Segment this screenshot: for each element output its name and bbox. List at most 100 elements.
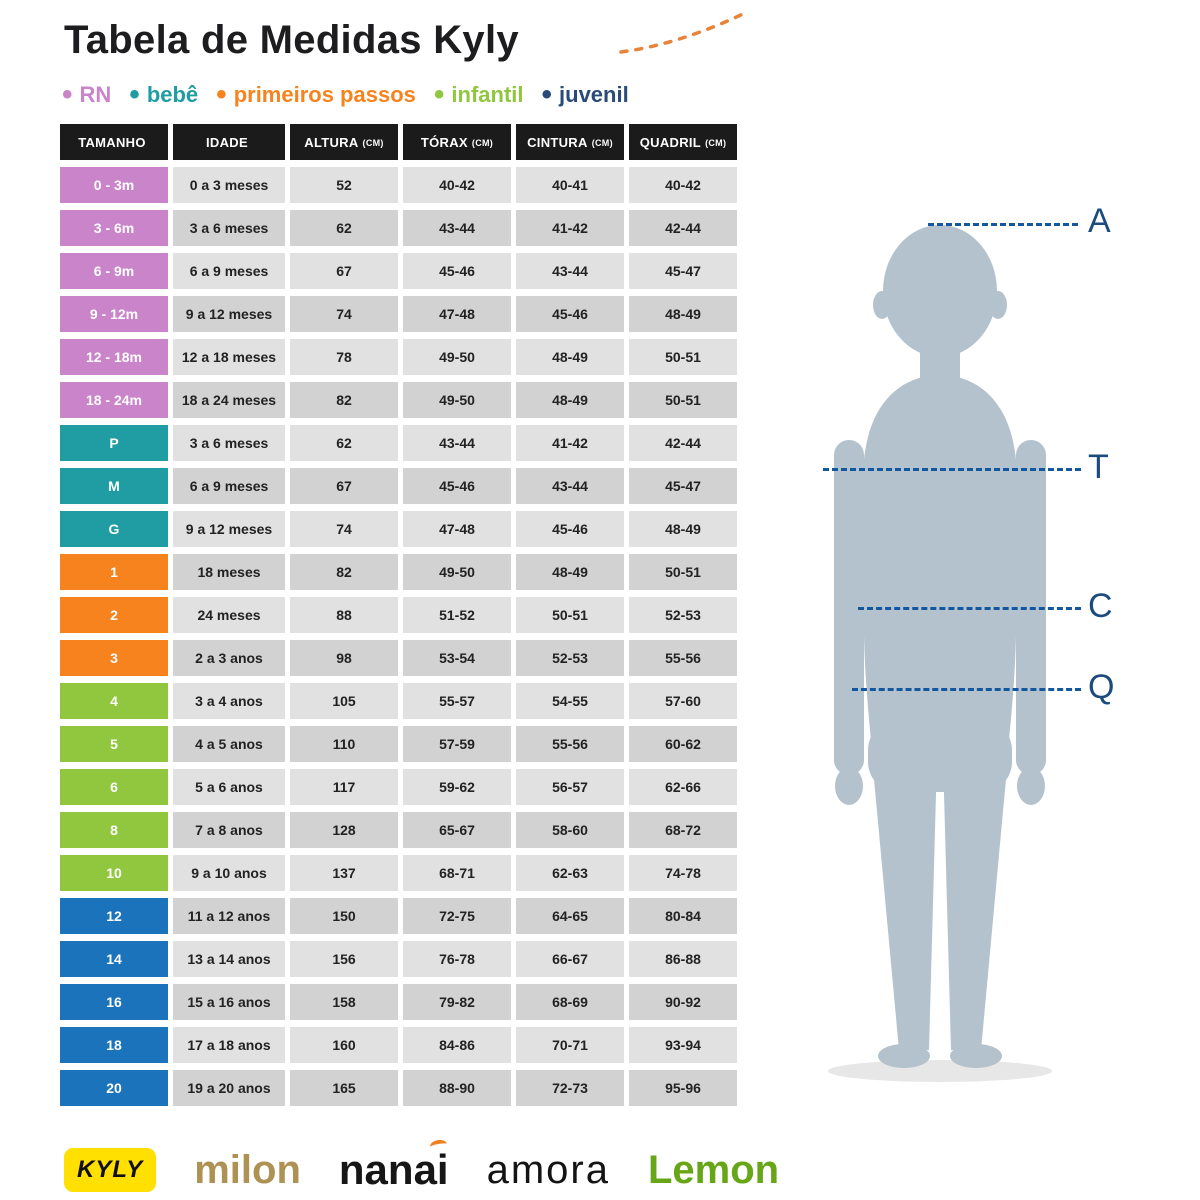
age-cell: 0 a 3 meses — [173, 167, 285, 203]
column-header-idade: IDADE — [173, 124, 285, 160]
chest-cell: 84-86 — [403, 1027, 511, 1063]
waist-cell: 41-42 — [516, 210, 624, 246]
size-cell: 6 — [60, 769, 168, 805]
height-cell: 160 — [290, 1027, 398, 1063]
legend-label: juvenil — [559, 82, 629, 107]
hip-cell: 45-47 — [629, 253, 737, 289]
column-header-tamanho: TAMANHO — [60, 124, 168, 160]
chest-cell: 88-90 — [403, 1070, 511, 1106]
bullet-icon: • — [541, 78, 553, 111]
chest-cell: 68-71 — [403, 855, 511, 891]
hip-cell: 95-96 — [629, 1070, 737, 1106]
size-cell: 1 — [60, 554, 168, 590]
chest-cell: 45-46 — [403, 468, 511, 504]
milon-logo: milon — [194, 1147, 301, 1192]
waist-cell: 41-42 — [516, 425, 624, 461]
waist-cell: 40-41 — [516, 167, 624, 203]
size-cell: 2 — [60, 597, 168, 633]
hip-cell: 74-78 — [629, 855, 737, 891]
waist-cell: 72-73 — [516, 1070, 624, 1106]
legend-item-juvenil: • juvenil — [541, 78, 629, 111]
chest-cell: 47-48 — [403, 511, 511, 547]
kyly-logo: KYLY — [64, 1148, 157, 1192]
size-cell: 6 - 9m — [60, 253, 168, 289]
height-cell: 62 — [290, 210, 398, 246]
height-cell: 156 — [290, 941, 398, 977]
age-cell: 13 a 14 anos — [173, 941, 285, 977]
hip-cell: 80-84 — [629, 898, 737, 934]
chest-cell: 40-42 — [403, 167, 511, 203]
bullet-icon: • — [129, 78, 140, 111]
age-cell: 9 a 12 meses — [173, 511, 285, 547]
brand-logos: KYLY milon nanai amora Lemon — [64, 1138, 780, 1194]
bullet-icon: • — [216, 78, 227, 111]
size-cell: 18 - 24m — [60, 382, 168, 418]
age-cell: 18 meses — [173, 554, 285, 590]
waist-cell: 48-49 — [516, 382, 624, 418]
chest-cell: 43-44 — [403, 425, 511, 461]
chest-cell: 76-78 — [403, 941, 511, 977]
legend-item-primeiros-passos: • primeiros passos — [216, 78, 416, 111]
height-cell: 137 — [290, 855, 398, 891]
hip-cell: 50-51 — [629, 339, 737, 375]
age-cell: 15 a 16 anos — [173, 984, 285, 1020]
page-title: Tabela de Medidas Kyly — [64, 18, 519, 62]
waist-cell: 54-55 — [516, 683, 624, 719]
waist-cell: 52-53 — [516, 640, 624, 676]
waist-cell: 62-63 — [516, 855, 624, 891]
height-cell: 105 — [290, 683, 398, 719]
hip-cell: 90-92 — [629, 984, 737, 1020]
waist-cell: 66-67 — [516, 941, 624, 977]
waist-cell: 70-71 — [516, 1027, 624, 1063]
age-cell: 4 a 5 anos — [173, 726, 285, 762]
age-cell: 9 a 12 meses — [173, 296, 285, 332]
measurement-label-c: C — [1088, 587, 1113, 625]
height-cell: 67 — [290, 468, 398, 504]
height-cell: 74 — [290, 296, 398, 332]
height-cell: 98 — [290, 640, 398, 676]
bullet-icon: • — [62, 78, 73, 111]
size-cell: G — [60, 511, 168, 547]
waist-cell: 56-57 — [516, 769, 624, 805]
measurement-line-q — [852, 688, 1081, 691]
measurement-line-c — [858, 607, 1081, 610]
child-silhouette — [828, 225, 1052, 1082]
waist-cell: 48-49 — [516, 554, 624, 590]
age-cell: 6 a 9 meses — [173, 468, 285, 504]
waist-cell: 48-49 — [516, 339, 624, 375]
chest-cell: 59-62 — [403, 769, 511, 805]
age-cell: 18 a 24 meses — [173, 382, 285, 418]
hip-cell: 48-49 — [629, 511, 737, 547]
hip-cell: 50-51 — [629, 554, 737, 590]
waist-cell: 58-60 — [516, 812, 624, 848]
legend-item-rn: • RN — [62, 78, 111, 111]
chest-cell: 51-52 — [403, 597, 511, 633]
hip-cell: 62-66 — [629, 769, 737, 805]
size-cell: 5 — [60, 726, 168, 762]
chest-cell: 79-82 — [403, 984, 511, 1020]
hip-cell: 55-56 — [629, 640, 737, 676]
column-header-label: CINTURA — [527, 134, 588, 150]
age-cell: 9 a 10 anos — [173, 855, 285, 891]
size-cell: 20 — [60, 1070, 168, 1106]
size-cell: 18 — [60, 1027, 168, 1063]
legend-label: bebê — [146, 82, 199, 107]
measurement-line-t — [823, 468, 1081, 471]
size-cell: 4 — [60, 683, 168, 719]
size-cell: 8 — [60, 812, 168, 848]
lemon-logo: Lemon — [648, 1147, 780, 1192]
chest-cell: 72-75 — [403, 898, 511, 934]
column-header-altura: ALTURA (CM) — [290, 124, 398, 160]
waist-cell: 50-51 — [516, 597, 624, 633]
amora-logo: amora — [486, 1147, 610, 1192]
hip-cell: 57-60 — [629, 683, 737, 719]
height-cell: 88 — [290, 597, 398, 633]
height-cell: 82 — [290, 554, 398, 590]
waist-cell: 43-44 — [516, 253, 624, 289]
size-cell: 3 - 6m — [60, 210, 168, 246]
size-cell: 10 — [60, 855, 168, 891]
column-header-unit: (CM) — [362, 138, 384, 148]
column-header-unit: (CM) — [591, 138, 613, 148]
height-cell: 165 — [290, 1070, 398, 1106]
measurement-label-t: T — [1088, 448, 1109, 486]
